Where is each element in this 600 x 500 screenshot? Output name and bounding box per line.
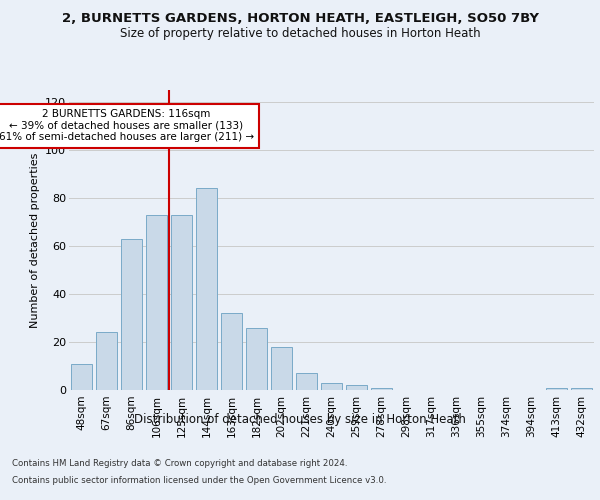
Bar [171,215,192,390]
Bar [146,215,167,390]
Bar [371,388,392,390]
Bar [196,188,217,390]
Bar [321,383,342,390]
Text: Distribution of detached houses by size in Horton Heath: Distribution of detached houses by size … [134,412,466,426]
Bar [121,239,142,390]
Text: Contains HM Land Registry data © Crown copyright and database right 2024.: Contains HM Land Registry data © Crown c… [12,458,347,468]
Text: Size of property relative to detached houses in Horton Heath: Size of property relative to detached ho… [119,28,481,40]
Bar [271,347,292,390]
Text: 2, BURNETTS GARDENS, HORTON HEATH, EASTLEIGH, SO50 7BY: 2, BURNETTS GARDENS, HORTON HEATH, EASTL… [62,12,539,26]
Bar [546,388,567,390]
Bar [571,388,592,390]
Text: 2 BURNETTS GARDENS: 116sqm
← 39% of detached houses are smaller (133)
61% of sem: 2 BURNETTS GARDENS: 116sqm ← 39% of deta… [0,109,254,142]
Bar [246,328,267,390]
Y-axis label: Number of detached properties: Number of detached properties [29,152,40,328]
Text: Contains public sector information licensed under the Open Government Licence v3: Contains public sector information licen… [12,476,386,485]
Bar [346,385,367,390]
Bar [96,332,117,390]
Bar [71,364,92,390]
Bar [221,313,242,390]
Bar [296,373,317,390]
